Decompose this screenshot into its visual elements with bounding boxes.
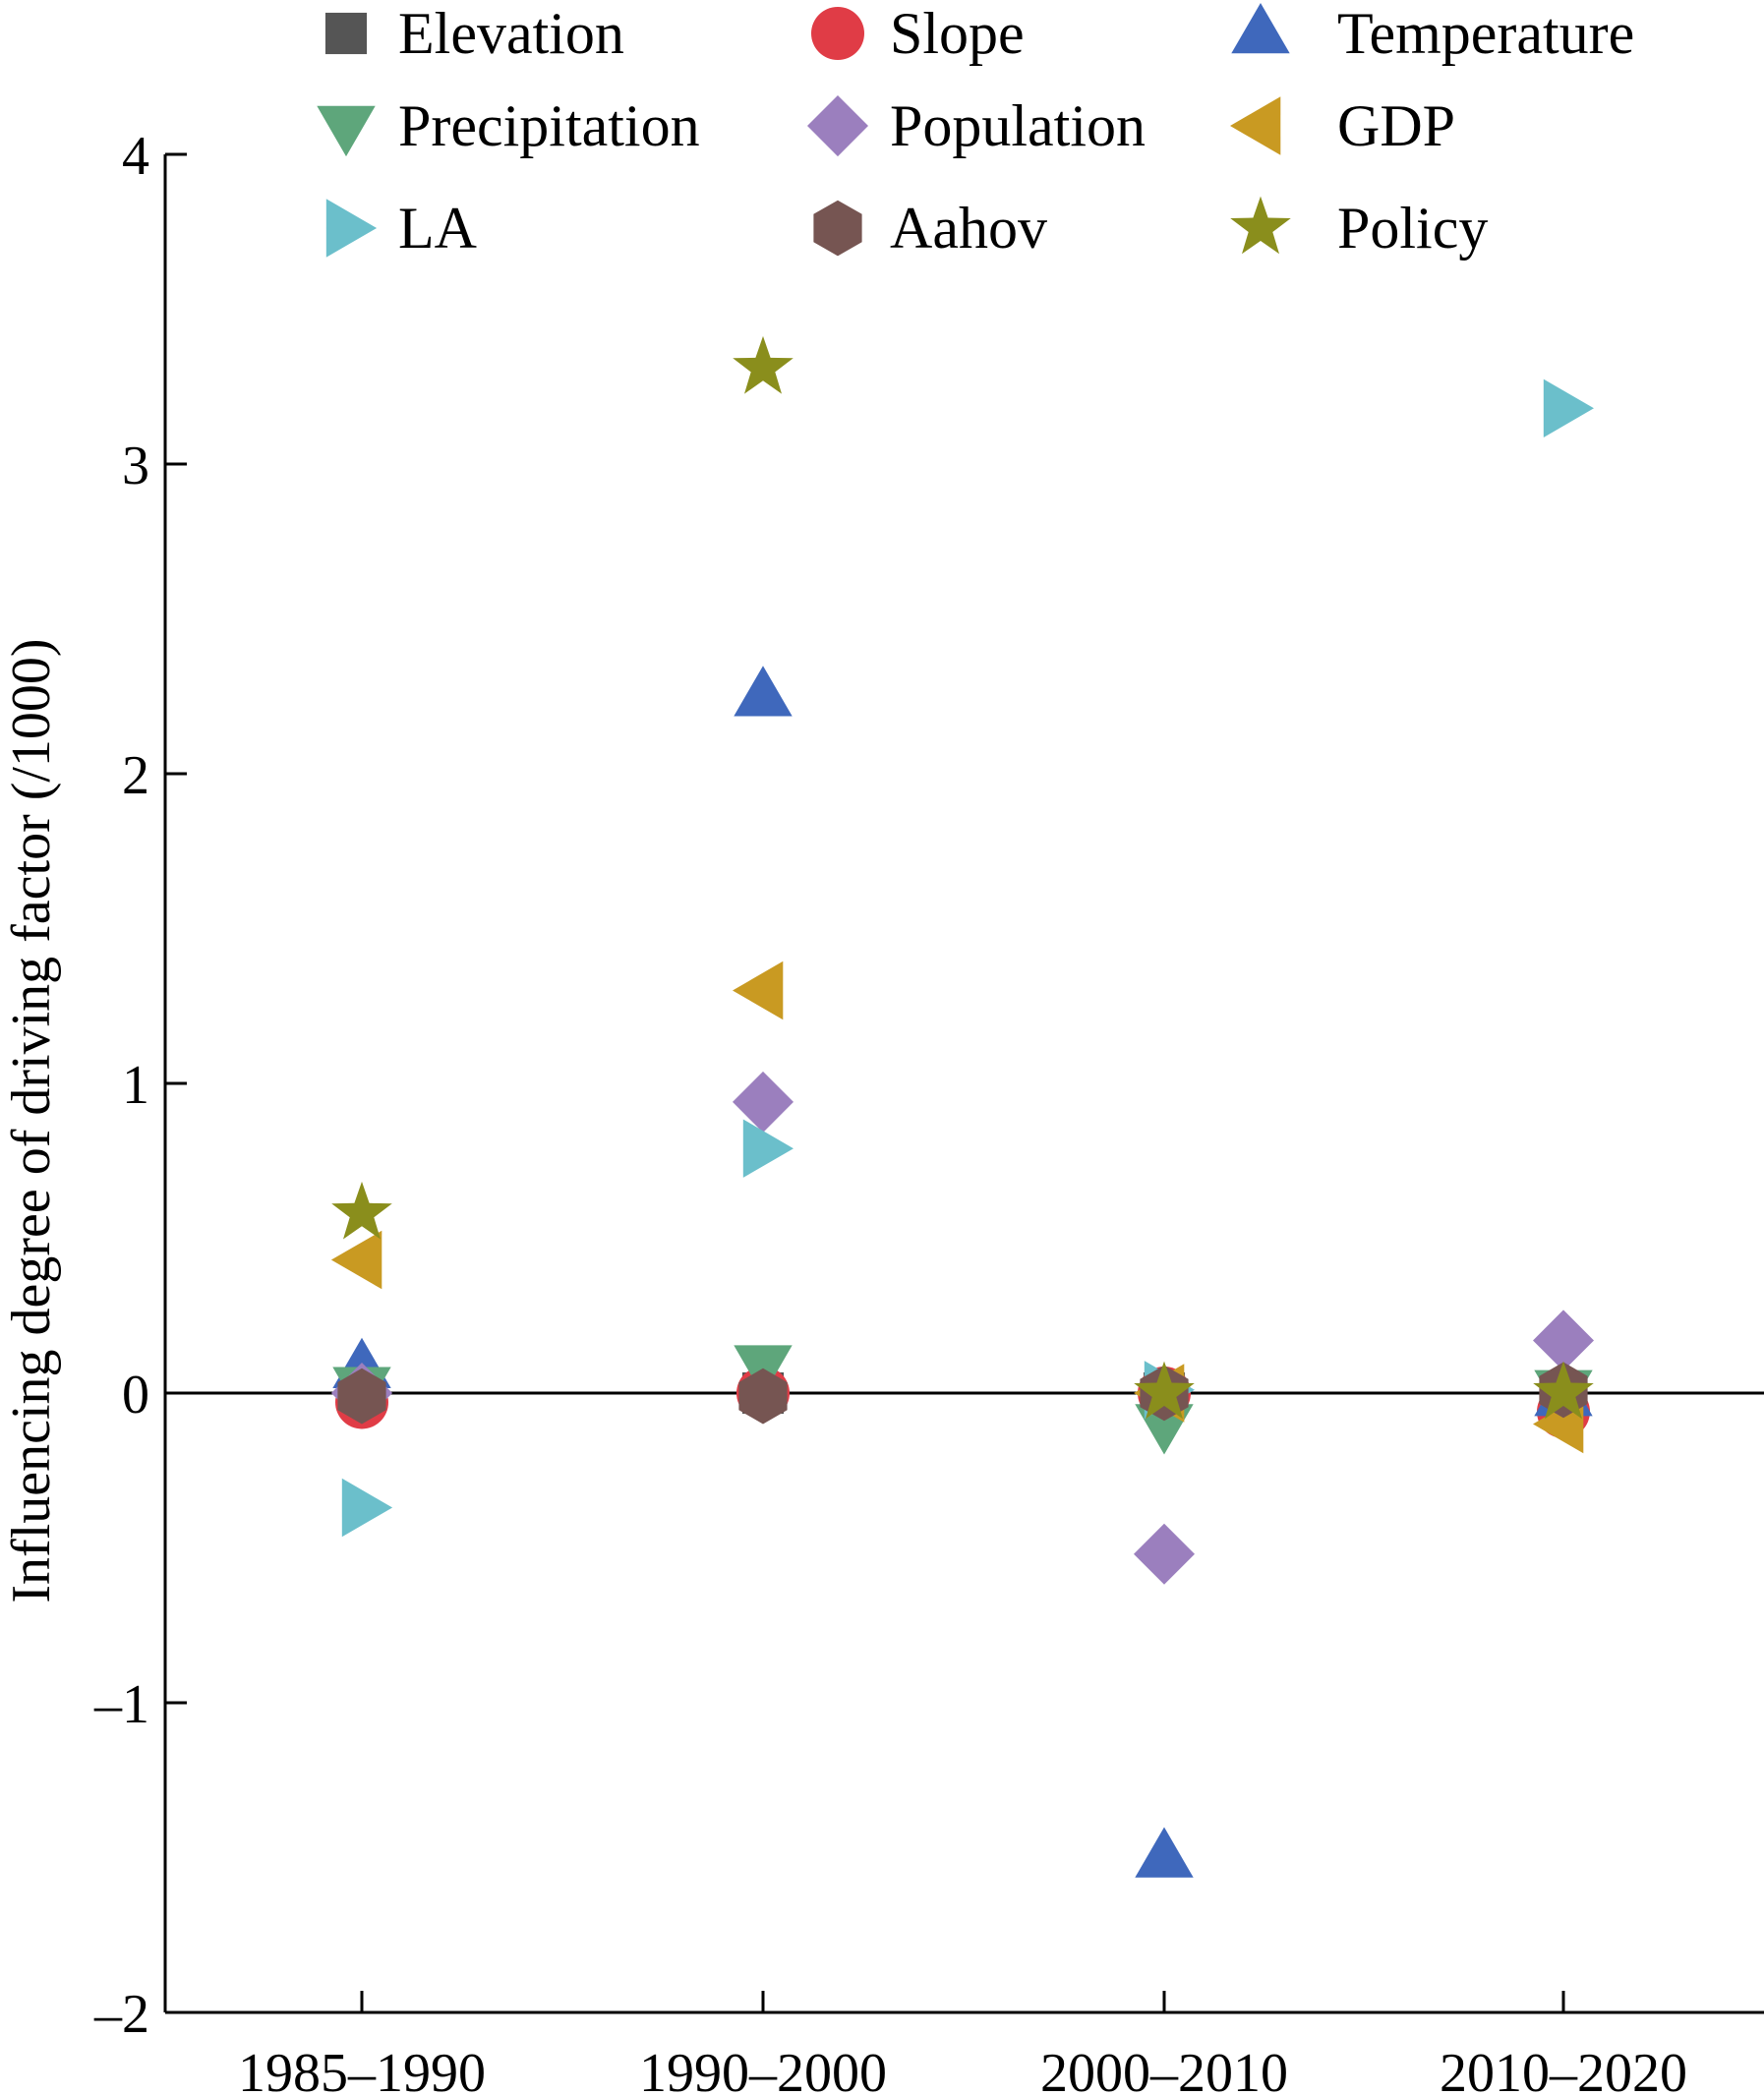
legend-item: Precipitation: [317, 93, 700, 158]
data-point: [1533, 1310, 1594, 1371]
y-tick-label: 2: [122, 745, 149, 806]
data-point: [734, 666, 793, 717]
legend-marker: [807, 95, 868, 157]
series-gdp: [330, 961, 1584, 1454]
series-policy: [331, 335, 1594, 1420]
legend-label: Temperature: [1337, 1, 1634, 66]
axes: –2 –1 0 1 2 3 4 1985–1990 1990–2000 2000–2010 2010…: [93, 126, 1764, 2096]
legend-label: LA: [398, 196, 477, 261]
data-point: [1134, 1523, 1195, 1585]
x-tick-label: 2010–2020: [1440, 2043, 1687, 2096]
legend: Elevation Slope Temperature Precipitation Po…: [317, 1, 1634, 261]
legend-item: Population: [807, 93, 1146, 158]
legend-marker: [1230, 96, 1281, 155]
data-point: [1134, 1361, 1195, 1420]
legend-marker: [1230, 196, 1291, 255]
y-axis-title: Influencing degree of driving factor (/1…: [1, 638, 62, 1602]
data-points: [330, 335, 1594, 1878]
legend-marker: [324, 12, 368, 55]
data-point: [733, 1071, 794, 1133]
y-tick-label: –2: [93, 1984, 149, 2045]
data-point: [733, 335, 794, 394]
data-point: [1543, 378, 1594, 437]
legend-label: GDP: [1337, 93, 1455, 158]
x-tick-label: 1990–2000: [639, 2043, 887, 2096]
legend-item: GDP: [1230, 93, 1455, 158]
legend-item: Slope: [811, 1, 1025, 66]
legend-label: Precipitation: [398, 93, 700, 158]
y-tick-label: 1: [122, 1055, 149, 1116]
y-tick-label: 4: [122, 126, 149, 187]
series-temperature: [332, 666, 1593, 1878]
data-point: [738, 1368, 788, 1425]
legend-marker: [813, 200, 862, 257]
x-tick-label: 1985–1990: [238, 2043, 486, 2096]
legend-marker: [317, 105, 376, 157]
x-tick-label: 2000–2010: [1040, 2043, 1288, 2096]
y-tick-label: –1: [93, 1674, 149, 1735]
legend-marker: [325, 199, 378, 258]
legend-item: Elevation: [324, 1, 624, 66]
legend-label: Slope: [890, 1, 1025, 66]
series-precipitation: [332, 1345, 1593, 1455]
data-point: [1533, 1361, 1594, 1420]
legend-item: Temperature: [1231, 1, 1634, 66]
y-tick-label: 0: [122, 1365, 149, 1426]
legend-item: Aahov: [813, 196, 1047, 261]
series-slope: [335, 1367, 1590, 1438]
data-point: [742, 1119, 794, 1178]
series-population: [330, 1071, 1594, 1585]
data-point: [1135, 1827, 1194, 1878]
data-point: [341, 1478, 393, 1538]
legend-label: Aahov: [890, 196, 1047, 261]
data-point: [733, 961, 784, 1020]
legend-label: Population: [890, 93, 1146, 158]
legend-label: Policy: [1337, 196, 1488, 261]
series-la: [341, 378, 1594, 1538]
data-point: [337, 1368, 386, 1425]
legend-label: Elevation: [398, 1, 624, 66]
legend-marker: [811, 7, 864, 60]
y-tick-label: 3: [122, 436, 149, 496]
data-point: [331, 1181, 392, 1240]
legend-marker: [1231, 3, 1290, 54]
legend-item: LA: [325, 196, 477, 261]
data-point: [330, 1230, 382, 1290]
legend-item: Policy: [1230, 196, 1488, 261]
